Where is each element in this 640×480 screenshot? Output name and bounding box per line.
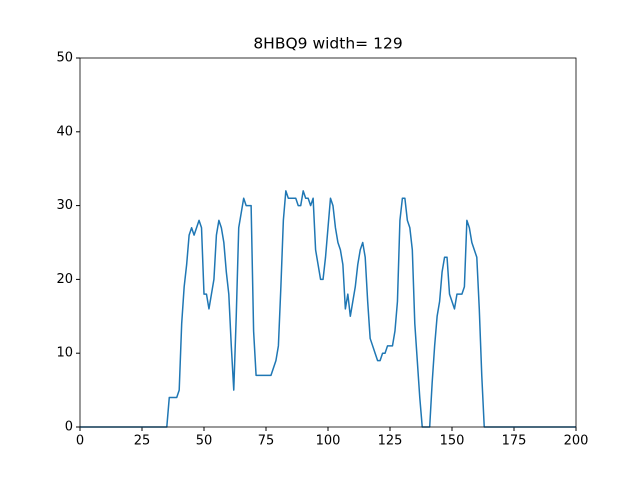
y-tick-label: 20 (56, 272, 73, 287)
x-tick-label: 125 (378, 434, 403, 449)
x-tick-label: 50 (196, 434, 213, 449)
y-tick-label: 30 (56, 198, 73, 213)
y-tick-label: 10 (56, 346, 73, 361)
x-tick-label: 75 (258, 434, 275, 449)
y-tick-label: 50 (56, 51, 73, 66)
x-tick-label: 175 (502, 434, 527, 449)
y-tick-label: 40 (56, 124, 73, 139)
line-series (80, 190, 576, 428)
x-tick-label: 0 (76, 434, 84, 449)
x-tick-label: 200 (564, 434, 589, 449)
y-tick-label: 0 (65, 420, 73, 435)
plot-frame (79, 57, 577, 428)
x-tick-label: 100 (316, 434, 341, 449)
x-tick-label: 25 (134, 434, 151, 449)
chart-title: 8HBQ9 width= 129 (253, 35, 402, 53)
x-tick-label: 150 (440, 434, 465, 449)
